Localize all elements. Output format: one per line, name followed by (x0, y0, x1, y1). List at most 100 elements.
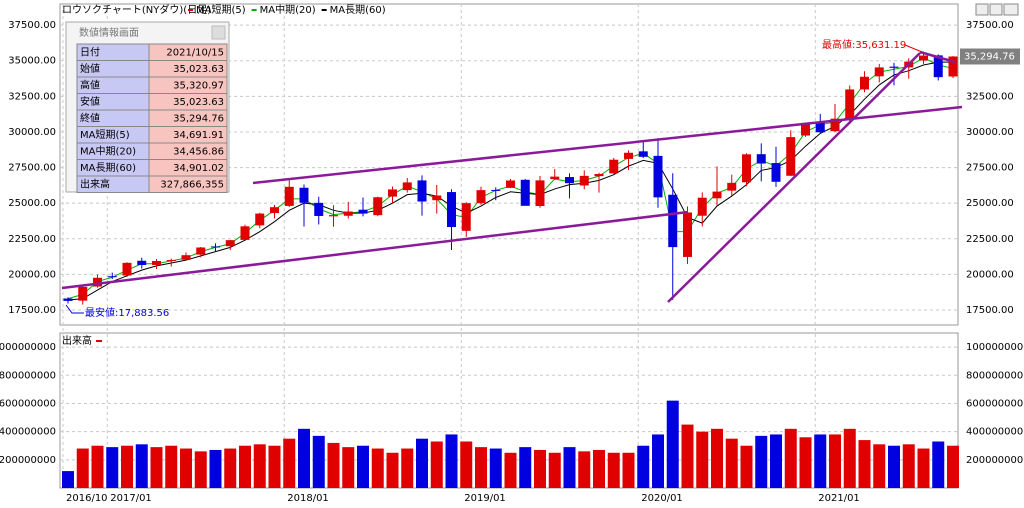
candle-body (550, 176, 560, 180)
window-buttons (975, 3, 1019, 16)
volume-bar (342, 447, 355, 488)
candle-body (609, 159, 619, 174)
volume-bar (489, 448, 502, 488)
candle-body (447, 192, 456, 228)
close-button[interactable] (211, 25, 226, 40)
volume-bar (224, 448, 237, 488)
candle-body (314, 202, 324, 216)
low-arrow (65, 304, 84, 314)
candle-body (653, 155, 663, 198)
volume-bar (858, 440, 871, 488)
info-value: 34,456.86 (173, 147, 224, 158)
candle-body (196, 247, 206, 255)
info-label: MA中期(20) (80, 145, 136, 158)
y-tick-label: 17500.00 (8, 305, 56, 316)
volume-bar (298, 428, 310, 488)
y-tick-label: 200000000 (966, 455, 1023, 466)
candle-body (683, 212, 692, 257)
volume-bar (76, 448, 89, 488)
low-annotation: 最安値:17,883.56 (85, 306, 169, 319)
volume-bar (371, 448, 384, 488)
volume-bar (711, 428, 723, 488)
info-label: 日付 (80, 46, 100, 59)
candle-body (565, 177, 574, 184)
volume-bar (829, 434, 841, 488)
candle-body (727, 182, 737, 191)
legend-label: MA短期(5) (196, 3, 246, 16)
volume-bar (519, 447, 532, 488)
volume-bar (681, 424, 694, 488)
legend-label: MA長期(60) (330, 4, 386, 16)
candle-body (388, 189, 397, 197)
volume-bar (209, 449, 222, 488)
info-label: 始値 (80, 62, 100, 75)
volume-bar (180, 448, 192, 488)
volume-bar (460, 441, 473, 488)
volume-bar (475, 447, 487, 488)
info-label: MA短期(5) (80, 128, 130, 141)
info-value: 327,866,355 (160, 180, 224, 191)
info-value: 34,691.91 (173, 130, 224, 141)
volume-bar (902, 444, 915, 488)
candle-body (166, 260, 176, 262)
y-tick-label: 37500.00 (966, 20, 1014, 31)
candle-body (801, 123, 810, 136)
volume-bar (312, 435, 325, 488)
candle-body (225, 240, 235, 247)
trend-line (919, 50, 956, 64)
trend-line (252, 105, 963, 185)
volume-bar (62, 471, 74, 488)
candle-body (240, 226, 250, 240)
candle-body (476, 190, 486, 204)
button[interactable] (975, 3, 989, 16)
volume-bar (194, 451, 207, 488)
candle-body (919, 55, 928, 61)
candle-body (712, 191, 722, 199)
candle-body (211, 246, 220, 248)
y-tick-label: 600000000 (966, 398, 1023, 409)
candle-body (284, 186, 294, 206)
grid: 17500.00 17500.00 20000.00 20000.00 22500.00… (0, 4, 1024, 504)
x-tick-label: 2018/01 (287, 493, 329, 504)
info-label: MA長期(60) (80, 162, 136, 174)
button[interactable] (989, 3, 1003, 16)
button[interactable] (1003, 3, 1019, 16)
candle-body (756, 154, 766, 164)
volume-bar (666, 400, 679, 488)
volume-bar (725, 438, 738, 488)
candle-body (417, 180, 427, 202)
volume-bar (607, 452, 620, 488)
x-tick-label: 2016/10 (66, 493, 108, 504)
x-tick-label: 2019/01 (464, 493, 506, 504)
y-tick-label: 27500.00 (966, 163, 1014, 174)
candle-body (329, 215, 338, 217)
volume-bar (135, 444, 148, 488)
volume-bar (755, 435, 768, 488)
x-tick-label: 2021/01 (818, 493, 860, 504)
y-tick-label: 20000.00 (8, 269, 56, 280)
volume-bar (593, 449, 605, 488)
volume-bar (917, 448, 930, 488)
volume-bar (622, 452, 635, 488)
y-tick-label: 800000000 (966, 370, 1023, 381)
legend: MA短期(5) MA中期(20) MA長期(60) (188, 3, 386, 16)
volume-bar (740, 445, 753, 488)
y-tick-label: 20000.00 (966, 269, 1014, 280)
y-tick-label: 200000000 (0, 455, 56, 466)
candle-body (137, 260, 147, 265)
candle-body (432, 195, 442, 201)
info-value: 35,023.63 (173, 64, 224, 75)
volume-bar (357, 445, 369, 488)
candle-body (491, 189, 501, 191)
y-tick-label: 22500.00 (966, 234, 1014, 245)
candle-body (624, 152, 633, 159)
candle-body (107, 276, 117, 278)
candle-body (845, 89, 855, 119)
y-tick-label: 1000000000 (0, 342, 56, 353)
y-tick-label: 30000.00 (8, 127, 56, 138)
candle-body (93, 277, 102, 287)
candle-body (933, 55, 943, 78)
volume-bar (150, 447, 163, 488)
candle-body (697, 197, 707, 216)
